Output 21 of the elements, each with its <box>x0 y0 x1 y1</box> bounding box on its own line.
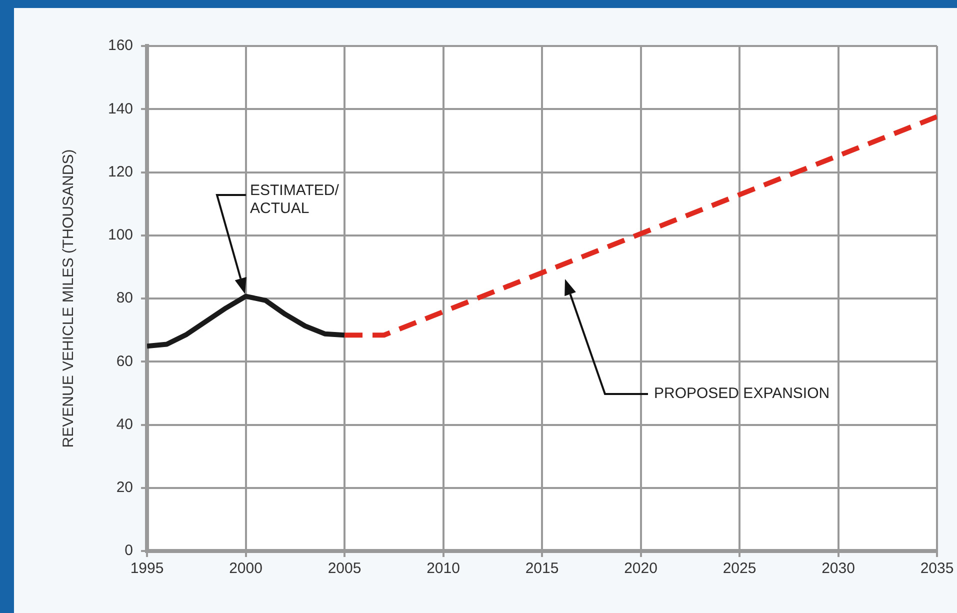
y-tick-label: 60 <box>116 352 134 370</box>
x-tick-label: 2020 <box>624 560 658 578</box>
x-tick-label: 2010 <box>426 560 460 578</box>
x-tick-label: 2005 <box>328 560 362 578</box>
x-tick-label: 2030 <box>822 560 855 578</box>
y-tick-label: 120 <box>108 163 134 180</box>
x-tick-label: 2035 <box>920 560 954 578</box>
annotation: PROPOSED EXPANSION <box>654 385 830 403</box>
x-tick-label: 2015 <box>525 560 559 578</box>
x-tick-label: 2025 <box>722 560 756 578</box>
annotation: ESTIMATED/ ACTUAL <box>250 182 339 218</box>
x-tick-label: 2000 <box>229 560 262 578</box>
y-tick-label: 140 <box>108 100 134 118</box>
y-tick-label: 100 <box>108 226 134 244</box>
y-tick-label: 0 <box>124 542 134 560</box>
y-axis-title: REVENUE VEHICLE MILES (THOUSANDS) <box>60 149 78 448</box>
y-tick-label: 20 <box>116 479 134 496</box>
y-tick-label: 160 <box>108 37 134 54</box>
y-tick-label: 40 <box>116 416 134 433</box>
y-tick-label: 80 <box>116 290 134 307</box>
x-tick-label: 1995 <box>130 560 164 578</box>
